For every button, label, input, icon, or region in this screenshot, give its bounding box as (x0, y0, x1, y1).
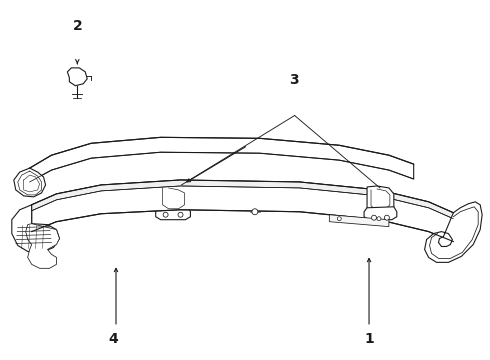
Text: 2: 2 (73, 19, 82, 33)
Text: 1: 1 (364, 332, 374, 346)
Polygon shape (25, 224, 59, 268)
Circle shape (178, 212, 183, 217)
Circle shape (385, 215, 390, 220)
Text: 3: 3 (289, 73, 298, 87)
Polygon shape (14, 168, 46, 197)
Circle shape (377, 217, 381, 221)
Polygon shape (159, 184, 189, 213)
Polygon shape (425, 202, 482, 262)
Polygon shape (156, 208, 191, 220)
Polygon shape (364, 207, 397, 220)
Polygon shape (12, 205, 59, 252)
Polygon shape (68, 68, 87, 86)
Text: 4: 4 (109, 332, 119, 346)
Polygon shape (32, 180, 453, 219)
Circle shape (371, 215, 376, 220)
Polygon shape (32, 180, 453, 242)
Polygon shape (329, 215, 389, 227)
Circle shape (163, 212, 168, 217)
Polygon shape (367, 186, 394, 212)
Circle shape (337, 217, 341, 221)
Polygon shape (30, 137, 414, 182)
Circle shape (252, 209, 258, 215)
